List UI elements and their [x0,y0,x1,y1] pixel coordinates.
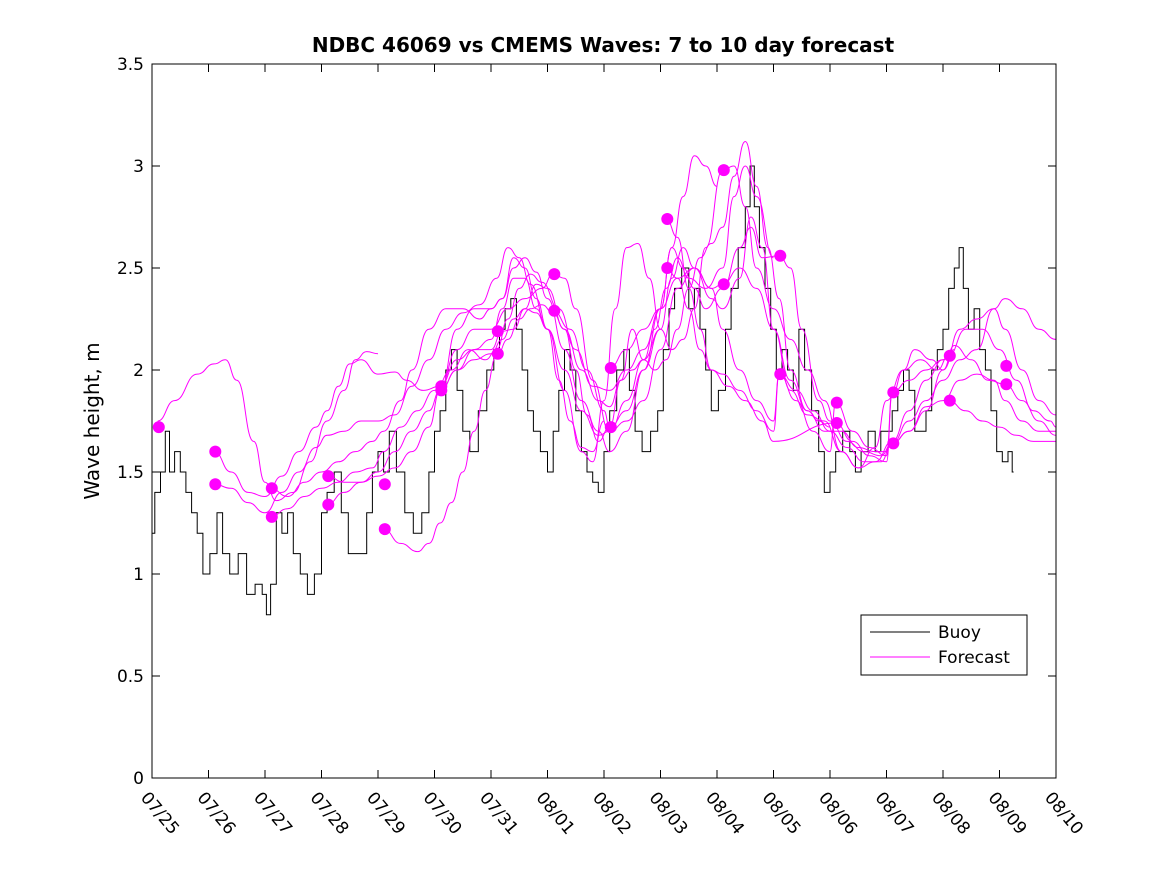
forecast-marker-12 [491,325,504,338]
y-tick-label-4: 2 [133,361,144,381]
forecast-marker-20 [717,164,730,177]
y-tick-label-5: 2.5 [117,259,144,279]
forecast-marker-21 [717,278,730,291]
forecast-marker-9 [378,523,391,536]
forecast-series-line-3 [214,247,605,514]
forecast-marker-2 [209,445,222,458]
forecast-marker-24 [830,396,843,409]
forecast-marker-6 [322,470,335,483]
forecast-series-line-13 [665,218,1056,457]
forecast-marker-4 [265,482,278,495]
forecast-series-line-14 [666,267,1056,463]
chart-title: NDBC 46069 vs CMEMS Waves: 7 to 10 day f… [312,33,895,57]
y-tick-label-2: 1 [133,565,144,585]
data-layer [152,140,1056,616]
forecast-marker-15 [548,304,561,317]
forecast-marker-19 [661,262,674,274]
forecast-marker-26 [887,386,900,399]
forecast-marker-22 [774,249,787,262]
forecast-marker-13 [491,347,504,360]
forecast-marker-8 [378,478,391,491]
forecast-series-line-8 [383,140,887,553]
forecast-marker-27 [887,437,900,450]
forecast-marker-7 [322,498,335,511]
forecast-marker-5 [265,510,278,523]
legend-buoy-label: Buoy [938,623,981,643]
y-axis: 0 0.5 1 1.5 2 2.5 3 3.5 [117,55,1056,789]
forecast-marker-1 [152,421,165,434]
legend-forecast-label: Forecast [938,648,1010,668]
y-tick-label-0: 0 [133,769,144,789]
forecast-marker-17 [604,421,617,434]
forecast-marker-25 [830,417,843,429]
buoy-series-line [152,165,1014,616]
forecast-marker-18 [661,213,674,225]
forecast-marker-23 [774,368,787,381]
forecast-series-line-2 [214,277,548,498]
y-tick-label-1: 0.5 [117,667,144,687]
forecast-marker-28 [943,349,956,362]
forecast-marker-3 [209,478,222,491]
legend: Buoy Forecast [860,614,1028,676]
y-axis-label: Wave height, m [80,342,104,499]
forecast-marker-16 [604,362,617,374]
forecast-marker-31 [1000,378,1013,391]
forecast-marker-14 [548,268,561,281]
y-tick-label-7: 3.5 [117,55,144,75]
y-tick-label-6: 3 [133,157,144,177]
legend-box [860,614,1028,676]
y-tick-label-3: 1.5 [117,463,144,483]
forecast-series-line-15 [892,373,1056,444]
forecast-series-line-11 [552,226,1056,457]
forecast-series-line-4 [270,257,661,498]
forecast-series-line-16 [948,400,1056,442]
forecast-marker-11 [435,384,448,397]
forecast-series-line-12 [609,267,1056,463]
forecast-marker-29 [943,394,956,407]
forecast-marker-30 [1000,359,1013,372]
